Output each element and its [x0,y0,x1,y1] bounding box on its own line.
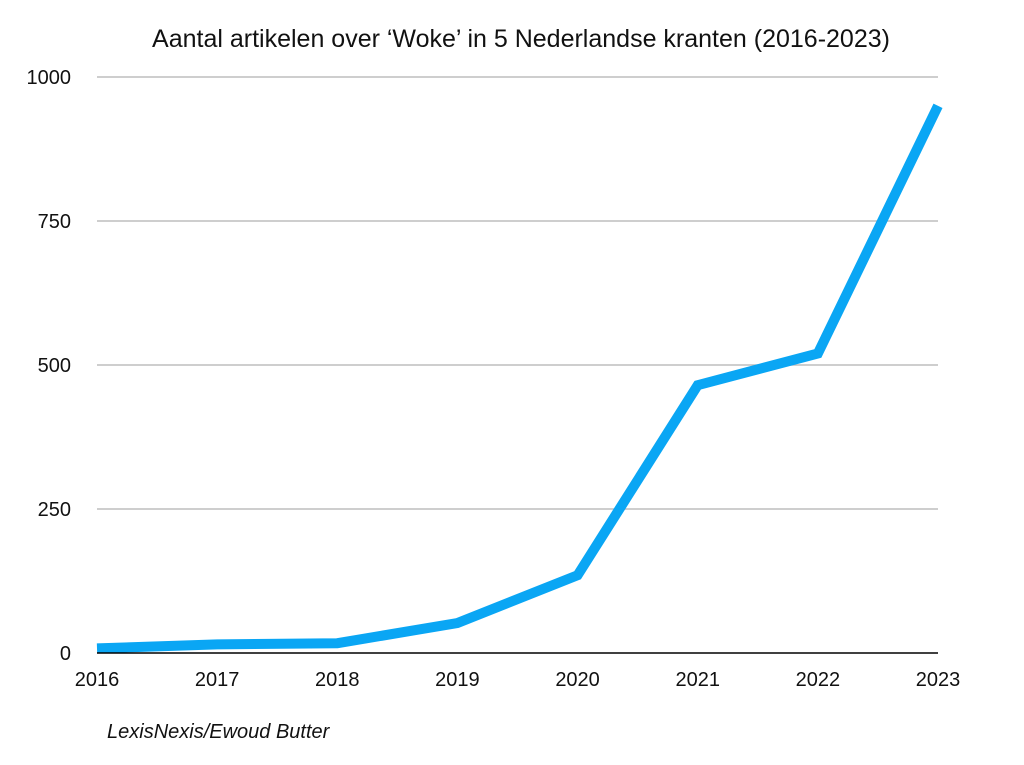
source-note: LexisNexis/Ewoud Butter [107,721,331,743]
series-lines [96,103,943,654]
x-tick-label: 2019 [435,669,480,691]
chart-title: Aantal artikelen over ‘Woke’ in 5 Nederl… [152,25,890,53]
x-tick-label: 2023 [916,669,961,691]
x-axis-ticks: 2016 2017 2018 2019 2020 2021 2022 2023 [75,669,961,691]
y-tick-label: 250 [38,499,71,521]
y-tick-label: 750 [38,211,71,233]
x-tick-label: 2020 [555,669,600,691]
y-axis-ticks: 0 250 500 750 1000 [27,67,72,665]
x-tick-label: 2016 [75,669,120,691]
x-tick-label: 2017 [195,669,240,691]
x-tick-label: 2018 [315,669,360,691]
y-tick-label: 500 [38,355,71,377]
y-tick-label: 0 [60,643,71,665]
gridlines [97,76,938,510]
series-line [96,103,943,654]
x-tick-label: 2021 [675,669,720,691]
x-tick-label: 2022 [796,669,841,691]
y-tick-label: 1000 [27,67,72,89]
